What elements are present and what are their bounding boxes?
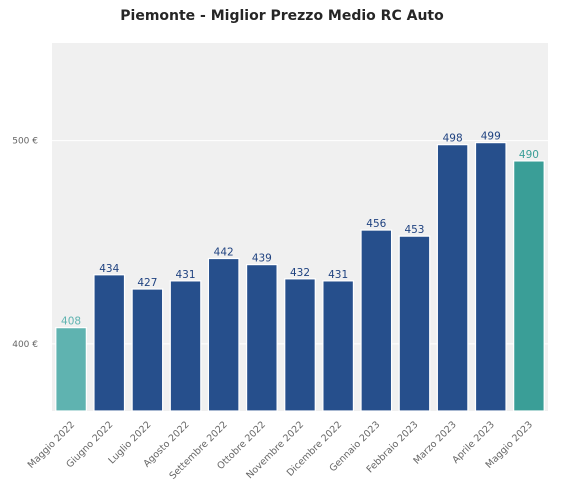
data-label: 453: [404, 224, 424, 236]
data-label: 408: [61, 316, 81, 328]
bar: [398, 235, 431, 412]
y-tick-label: 400 €: [12, 340, 38, 350]
bar: [245, 264, 278, 412]
bar: [131, 288, 164, 412]
bar: [169, 280, 202, 412]
data-label: 442: [214, 247, 234, 259]
data-label: 490: [519, 149, 539, 161]
data-label: 456: [366, 218, 386, 230]
bar: [360, 229, 393, 412]
data-label: 427: [137, 277, 157, 289]
bar: [436, 144, 469, 412]
data-label: 439: [252, 253, 272, 265]
data-label: 432: [290, 267, 310, 279]
chart-title: Piemonte - Miglior Prezzo Medio RC Auto: [120, 8, 444, 24]
bar: [93, 274, 126, 412]
data-label: 498: [443, 133, 463, 145]
data-label: 431: [328, 269, 348, 281]
data-label: 431: [176, 269, 196, 281]
bar: [55, 327, 87, 412]
data-label: 434: [99, 263, 119, 275]
bar: [513, 160, 545, 412]
bar: [284, 278, 316, 412]
y-tick-label: 500 €: [12, 137, 38, 147]
data-label: 499: [481, 131, 501, 143]
bar: [322, 280, 355, 412]
bar: [207, 257, 240, 412]
bar: [474, 142, 507, 412]
